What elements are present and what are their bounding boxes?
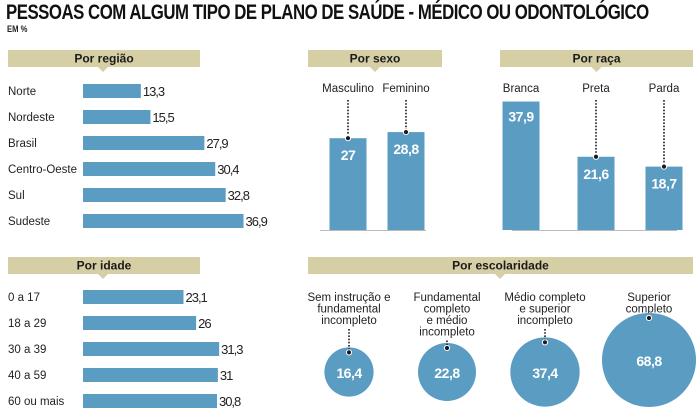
sexo-header — [308, 50, 442, 72]
raca-value-label: 18,7 — [651, 176, 677, 192]
raca-bar — [645, 166, 683, 230]
idade-category-label: 18 a 29 — [8, 318, 46, 330]
escolaridade-category-label: Fundamental — [413, 292, 480, 304]
escolaridade-leader-dot — [541, 339, 549, 346]
regiao-category-label: Norte — [8, 86, 36, 98]
regiao-bar — [83, 188, 226, 202]
escolaridade-category-label: Médio completo — [504, 292, 585, 304]
escolaridade-bubble — [324, 347, 374, 397]
escolaridade-category-label: incompleto — [419, 327, 475, 339]
idade-category-label: 30 a 39 — [8, 344, 46, 356]
idade-header — [8, 257, 200, 279]
escolaridade-bubble — [417, 342, 477, 402]
raca-value-label: 37,9 — [508, 109, 534, 125]
regiao-value-label: 32,8 — [228, 188, 250, 203]
chart-subtitle: EM % — [7, 24, 28, 34]
raca-category-label: Preta — [582, 83, 610, 95]
escolaridade-category-label: incompleto — [517, 315, 573, 327]
escolaridade-leader-dot — [443, 344, 451, 352]
regiao-category-label: Centro-Oeste — [8, 164, 77, 176]
escolaridade-category-label: e superior — [519, 304, 570, 316]
raca-category-label: Branca — [503, 83, 540, 95]
idade-bar — [83, 368, 218, 382]
raca-value-label: 21,6 — [583, 166, 609, 182]
idade-value-label: 30,8 — [219, 394, 241, 409]
idade-bar — [83, 394, 217, 408]
escolaridade-category-label: e médio — [427, 315, 468, 327]
raca-header-title: Por raça — [572, 52, 620, 66]
idade-value-label: 23,1 — [185, 290, 207, 305]
regiao-bar — [83, 136, 205, 150]
sexo-category-label: Masculino — [322, 83, 374, 95]
escolaridade-category-label: completo — [626, 304, 673, 316]
sexo-bar — [387, 132, 425, 230]
raca-leader-dot — [592, 153, 600, 160]
regiao-category-label: Brasil — [8, 138, 37, 150]
escolaridade-value-label: 22,8 — [434, 365, 460, 381]
regiao-bar — [83, 214, 244, 228]
idade-category-label: 60 ou mais — [8, 396, 65, 408]
escolaridade-leader-dot — [645, 314, 653, 322]
idade-bar — [83, 290, 184, 304]
escolaridade-value-label: 68,8 — [636, 353, 662, 369]
sexo-value-label: 27 — [341, 147, 356, 163]
sexo-leader-dot — [402, 128, 410, 136]
regiao-header-title: Por região — [74, 52, 133, 66]
escolaridade-category-label: incompleto — [321, 315, 377, 327]
idade-value-label: 31 — [220, 368, 233, 383]
sexo-value-label: 28,8 — [393, 141, 419, 157]
escolaridade-bubble — [601, 312, 697, 408]
sexo-bar — [329, 138, 367, 230]
escolaridade-header — [308, 257, 693, 279]
regiao-bar — [83, 110, 151, 124]
regiao-category-label: Nordeste — [8, 112, 55, 124]
escolaridade-category-label: Superior — [627, 292, 671, 304]
escolaridade-category-label: fundamental — [317, 304, 380, 316]
escolaridade-category-label: Sem instrução e — [307, 292, 390, 304]
sexo-leader-dot — [344, 135, 352, 142]
sexo-header-title: Por sexo — [350, 52, 401, 66]
regiao-value-label: 15,5 — [152, 110, 174, 125]
raca-header — [500, 50, 693, 72]
escolaridade-header-title: Por escolaridade — [452, 259, 549, 273]
regiao-value-label: 13,3 — [143, 84, 165, 99]
regiao-category-label: Sudeste — [8, 216, 50, 228]
escolaridade-category-label: completo — [424, 304, 471, 316]
idade-value-label: 31,3 — [221, 342, 243, 357]
raca-category-label: Parda — [649, 83, 680, 95]
escolaridade-value-label: 16,4 — [336, 365, 362, 381]
raca-leader-dot — [660, 163, 668, 170]
idade-category-label: 0 a 17 — [8, 292, 40, 304]
idade-category-label: 40 a 59 — [8, 370, 46, 382]
regiao-bar — [83, 84, 141, 98]
regiao-bar — [83, 162, 216, 176]
idade-bar — [83, 316, 197, 330]
regiao-header — [8, 50, 200, 72]
escolaridade-value-label: 37,4 — [532, 365, 558, 381]
sexo-category-label: Feminino — [382, 83, 429, 95]
idade-bar — [83, 342, 220, 356]
escolaridade-bubble — [510, 337, 580, 407]
escolaridade-leader-dot — [345, 349, 353, 356]
raca-bar — [502, 101, 540, 230]
raca-bar — [577, 156, 615, 230]
regiao-category-label: Sul — [8, 190, 25, 202]
regiao-value-label: 27,9 — [206, 136, 228, 151]
idade-header-title: Por idade — [77, 259, 132, 273]
chart-title: PESSOAS COM ALGUM TIPO DE PLANO DE SAÚDE… — [6, 1, 649, 24]
regiao-value-label: 36,9 — [246, 214, 268, 229]
regiao-value-label: 30,4 — [217, 162, 239, 177]
idade-value-label: 26 — [198, 316, 211, 331]
